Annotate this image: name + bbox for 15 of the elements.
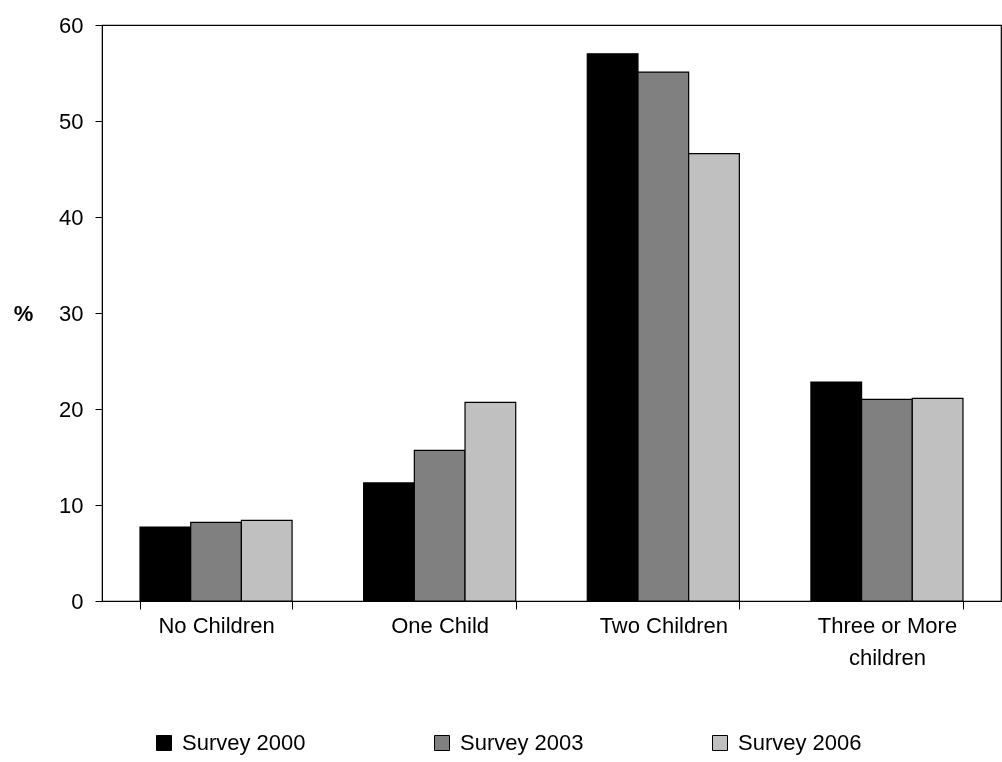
y-tick-label: 30 bbox=[59, 300, 84, 326]
y-axis-title: % bbox=[13, 300, 34, 326]
y-tick-label: 0 bbox=[71, 588, 84, 614]
x-tick-label: No Children bbox=[158, 612, 275, 638]
y-tick-label: 50 bbox=[59, 108, 84, 134]
y-tick-label: 20 bbox=[59, 396, 84, 422]
x-tick-label: One Child bbox=[391, 612, 490, 638]
x-tick-label: Three or More children bbox=[817, 612, 958, 670]
legend-label: Survey 2000 bbox=[182, 730, 306, 755]
y-tick-label: 10 bbox=[59, 492, 84, 518]
legend-label: Survey 2006 bbox=[738, 730, 862, 755]
x-tick-label: Two Children bbox=[599, 612, 729, 638]
y-tick-label: 60 bbox=[59, 12, 84, 38]
legend-label: Survey 2003 bbox=[460, 730, 584, 755]
y-tick-label: 40 bbox=[59, 204, 84, 230]
